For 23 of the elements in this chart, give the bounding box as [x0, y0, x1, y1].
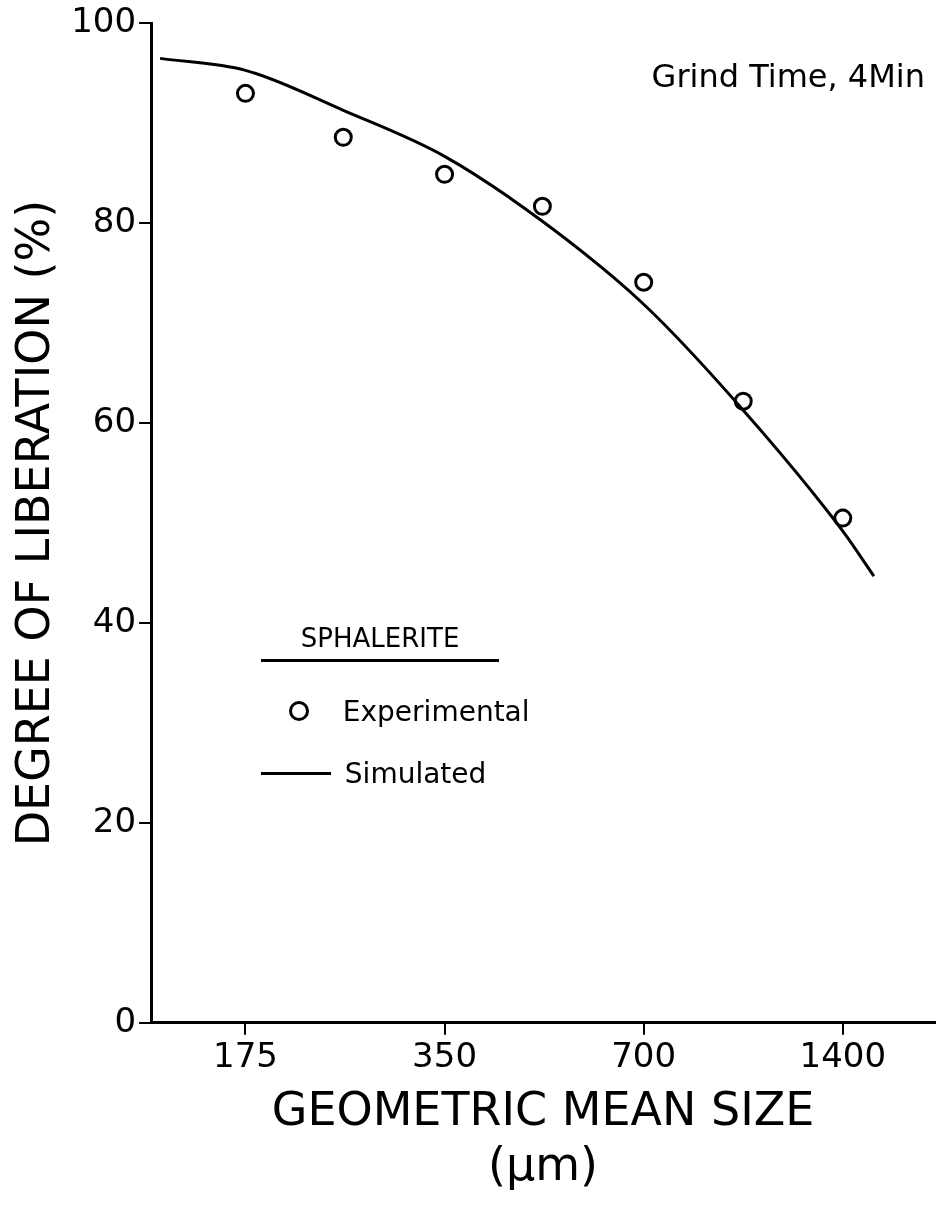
y-tick-label: 100 [71, 0, 137, 41]
annotation: Grind Time, 4Min [651, 56, 925, 95]
point [833, 508, 853, 528]
legend-label: Experimental [342, 694, 530, 728]
legend-label: Simulated [344, 756, 487, 790]
x-tick-label: 350 [412, 1035, 478, 1076]
y-tick-label: 40 [92, 599, 137, 640]
point [733, 391, 753, 411]
x-axis-title: GEOMETRIC MEAN SIZE (μm) [271, 1082, 815, 1192]
legend-title: SPHALERITE [260, 623, 500, 663]
point [532, 196, 552, 216]
point [333, 127, 353, 147]
x-tick-label: 1400 [799, 1035, 887, 1076]
point [435, 164, 455, 184]
y-tick-label: 0 [114, 999, 137, 1040]
x-tick-label: 175 [213, 1035, 278, 1076]
y-tick-label: 80 [92, 200, 137, 241]
y-tick-label: 60 [92, 399, 137, 440]
y-axis-title: DEGREE OF LIBERATION (%) [5, 199, 60, 847]
x-tick-label: 700 [611, 1035, 677, 1076]
y-tick-label: 20 [92, 799, 137, 840]
point [634, 272, 654, 292]
point [235, 83, 255, 103]
